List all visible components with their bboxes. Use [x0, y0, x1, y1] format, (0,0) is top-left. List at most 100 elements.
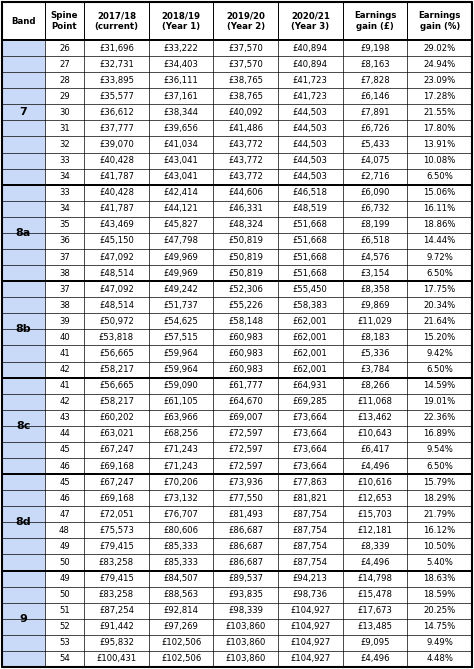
Text: 33: 33: [59, 156, 70, 165]
Text: £41,034: £41,034: [164, 140, 199, 149]
Text: 28: 28: [59, 76, 70, 85]
Text: £5,336: £5,336: [360, 349, 390, 358]
Text: 40: 40: [59, 333, 70, 342]
Text: £3,784: £3,784: [360, 365, 390, 374]
Text: 45: 45: [59, 478, 70, 486]
Text: £8,266: £8,266: [360, 381, 390, 390]
Text: 9.49%: 9.49%: [426, 638, 453, 648]
Text: £102,506: £102,506: [161, 638, 201, 648]
Text: £15,478: £15,478: [357, 590, 392, 599]
Text: £71,243: £71,243: [164, 446, 199, 454]
Text: 9.42%: 9.42%: [426, 349, 453, 358]
Text: 15.79%: 15.79%: [424, 478, 456, 486]
Text: 34: 34: [59, 204, 70, 213]
Text: £4,075: £4,075: [360, 156, 390, 165]
Text: 17.28%: 17.28%: [423, 92, 456, 101]
Text: £70,206: £70,206: [164, 478, 199, 486]
Text: £3,154: £3,154: [360, 269, 390, 278]
Text: £44,503: £44,503: [293, 108, 328, 117]
Bar: [2, 72, 472, 88]
Text: £86,687: £86,687: [228, 558, 264, 567]
Bar: [2, 377, 45, 474]
Bar: [2, 571, 45, 667]
Text: 16.12%: 16.12%: [424, 526, 456, 535]
Text: 21.55%: 21.55%: [424, 108, 456, 117]
Text: £98,339: £98,339: [228, 606, 263, 615]
Text: £58,148: £58,148: [228, 317, 264, 326]
Text: 46: 46: [59, 494, 70, 502]
Bar: [2, 104, 472, 120]
Text: £72,597: £72,597: [228, 462, 263, 470]
Text: 26: 26: [59, 43, 70, 53]
Text: £56,665: £56,665: [99, 381, 134, 390]
Text: £41,787: £41,787: [99, 172, 134, 181]
Text: £44,121: £44,121: [164, 204, 199, 213]
Text: £46,518: £46,518: [293, 188, 328, 197]
Bar: [2, 522, 472, 539]
Text: £38,765: £38,765: [228, 92, 263, 101]
Text: £6,417: £6,417: [360, 446, 390, 454]
Text: £69,007: £69,007: [228, 413, 263, 422]
Text: £51,737: £51,737: [164, 301, 199, 310]
Text: £87,254: £87,254: [99, 606, 134, 615]
Text: 16.89%: 16.89%: [423, 429, 456, 438]
Text: £71,243: £71,243: [164, 462, 199, 470]
Text: 6.50%: 6.50%: [426, 462, 453, 470]
Bar: [2, 603, 472, 619]
Text: £67,247: £67,247: [99, 446, 134, 454]
Text: £37,570: £37,570: [228, 43, 263, 53]
Text: 37: 37: [59, 252, 70, 262]
Bar: [2, 426, 472, 442]
Text: £72,051: £72,051: [99, 510, 134, 518]
Text: £41,723: £41,723: [293, 76, 328, 85]
Text: £62,001: £62,001: [293, 365, 328, 374]
Text: £7,891: £7,891: [360, 108, 390, 117]
Text: £69,285: £69,285: [293, 397, 328, 406]
Text: £43,469: £43,469: [99, 220, 134, 229]
Bar: [2, 40, 472, 56]
Text: 17.75%: 17.75%: [424, 285, 456, 294]
Text: £44,503: £44,503: [293, 140, 328, 149]
Text: £103,860: £103,860: [226, 622, 266, 632]
Text: 8c: 8c: [16, 421, 30, 431]
Text: 14.44%: 14.44%: [424, 236, 456, 246]
Text: £89,537: £89,537: [228, 574, 263, 583]
Text: £104,927: £104,927: [290, 606, 330, 615]
Text: £40,894: £40,894: [293, 60, 328, 69]
Text: 53: 53: [59, 638, 70, 648]
Text: £40,428: £40,428: [99, 156, 134, 165]
Text: 29: 29: [59, 92, 70, 101]
Text: 6.50%: 6.50%: [426, 172, 453, 181]
Text: £49,969: £49,969: [164, 269, 199, 278]
Text: £75,573: £75,573: [99, 526, 134, 535]
Text: 36: 36: [59, 236, 70, 246]
Text: £87,754: £87,754: [293, 542, 328, 551]
Text: 15.20%: 15.20%: [424, 333, 456, 342]
Bar: [2, 185, 472, 201]
Bar: [2, 88, 472, 104]
Text: £37,570: £37,570: [228, 60, 263, 69]
Text: 16.11%: 16.11%: [424, 204, 456, 213]
Bar: [2, 393, 472, 410]
Text: £43,772: £43,772: [228, 156, 263, 165]
Text: £6,726: £6,726: [360, 124, 390, 133]
Text: £85,333: £85,333: [164, 558, 199, 567]
Bar: [2, 56, 472, 72]
Text: £92,814: £92,814: [164, 606, 199, 615]
Text: £60,983: £60,983: [228, 349, 263, 358]
Text: 8a: 8a: [16, 228, 31, 238]
Text: 8b: 8b: [16, 324, 31, 334]
Text: £40,428: £40,428: [99, 188, 134, 197]
Text: £4,496: £4,496: [360, 654, 390, 664]
Text: £8,358: £8,358: [360, 285, 390, 294]
Text: £31,696: £31,696: [99, 43, 134, 53]
Text: £15,703: £15,703: [357, 510, 392, 518]
Text: 49: 49: [59, 574, 70, 583]
Text: 14.59%: 14.59%: [424, 381, 456, 390]
Text: 15.06%: 15.06%: [424, 188, 456, 197]
Text: £54,625: £54,625: [164, 317, 199, 326]
Text: £35,577: £35,577: [99, 92, 134, 101]
Text: 21.64%: 21.64%: [424, 317, 456, 326]
Text: £10,643: £10,643: [357, 429, 392, 438]
Bar: [2, 40, 45, 185]
